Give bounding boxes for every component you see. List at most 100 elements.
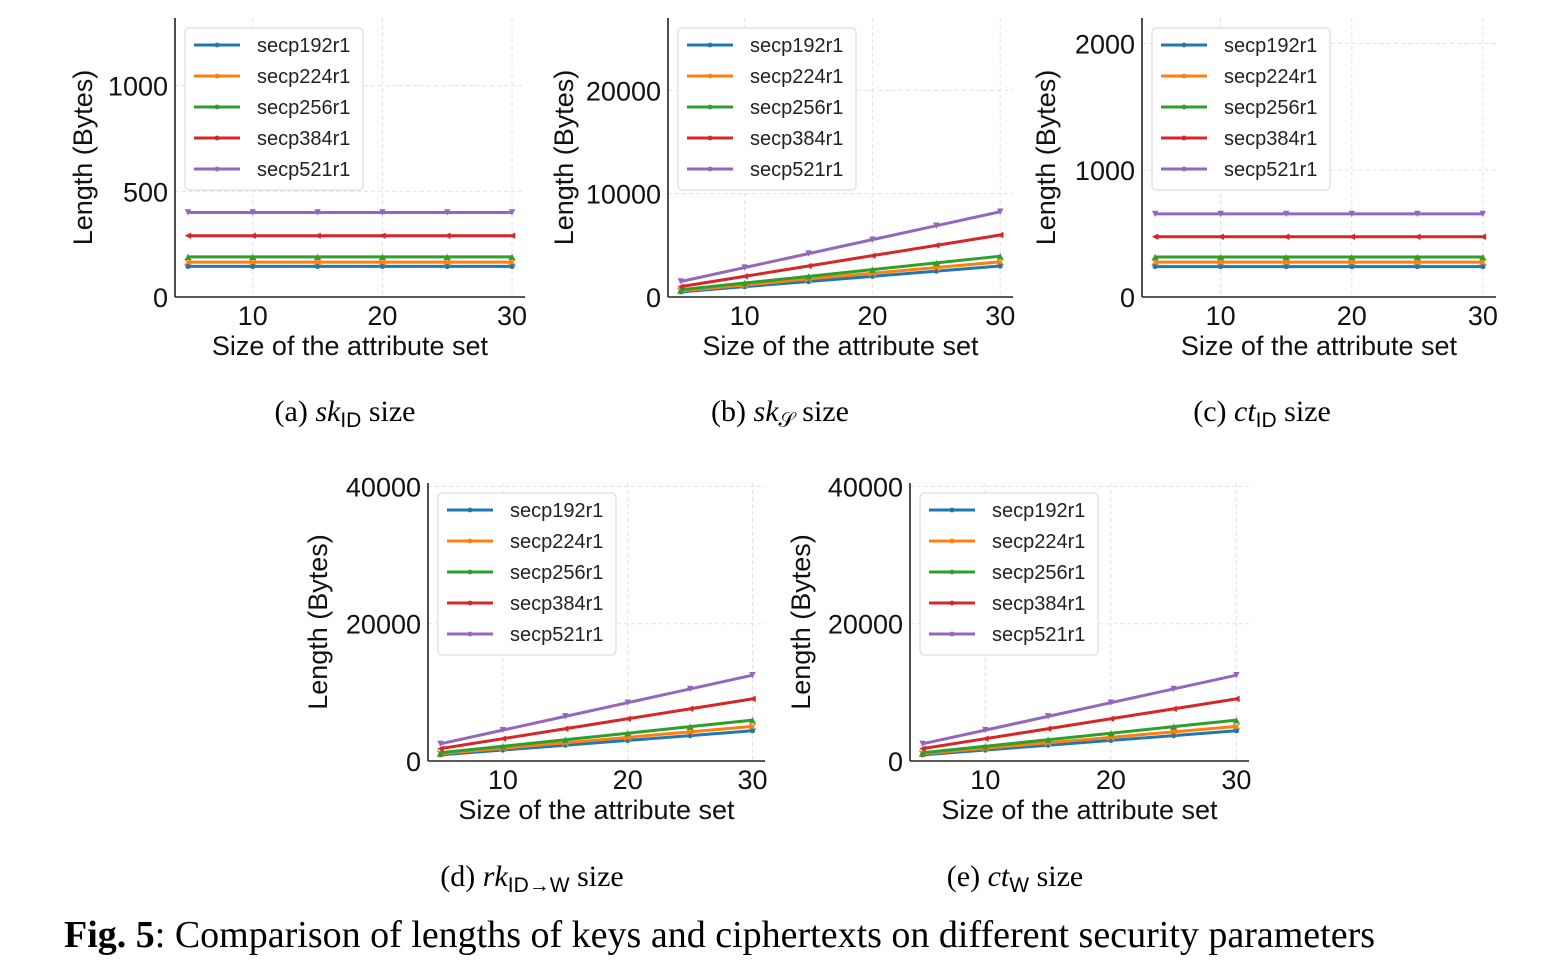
data-point <box>444 263 450 269</box>
legend-label: secp256r1 <box>1224 97 1317 119</box>
x-tick-label: 30 <box>1468 301 1498 331</box>
data-point <box>437 749 444 756</box>
x-tick-label: 30 <box>985 301 1015 331</box>
series-line-secp384r1 <box>922 697 1237 751</box>
x-tick-label: 10 <box>238 301 268 331</box>
caption-math: sk <box>754 395 780 428</box>
legend-box <box>677 27 857 191</box>
data-point <box>1107 730 1115 737</box>
series-line-secp224r1 <box>440 724 753 756</box>
x-axis-label: Size of the attribute set <box>702 331 979 361</box>
legend-label: secp521r1 <box>992 624 1085 646</box>
data-point <box>869 236 876 243</box>
data-point <box>749 671 756 679</box>
legend-label: secp384r1 <box>750 128 843 150</box>
data-point <box>508 253 516 261</box>
data-point <box>1217 210 1224 218</box>
y-tick-label: 0 <box>646 283 661 313</box>
caption-suffix: size <box>570 860 624 893</box>
x-tick-label: 20 <box>857 301 887 331</box>
data-point <box>748 722 757 731</box>
legend-marker <box>1181 135 1187 141</box>
data-point <box>624 715 631 722</box>
series-line-secp521r1 <box>922 673 1237 746</box>
caption-suffix: size <box>795 395 849 428</box>
legend-label: secp256r1 <box>750 97 843 119</box>
legend: secp192r1 secp224r1 secp256r1 secp384r1 secp… <box>184 27 364 191</box>
data-point <box>499 743 507 750</box>
caption-prefix: (c) <box>1193 395 1234 428</box>
data-point <box>1479 210 1487 218</box>
legend-marker <box>467 600 473 606</box>
data-point <box>1233 716 1240 724</box>
y-tick-label: 500 <box>123 177 168 207</box>
y-axis-label: Length (Bytes) <box>68 70 98 246</box>
legend-label: secp384r1 <box>510 593 603 615</box>
chart-panel-b: 10 20 30 0 10000 20000 Size of the attribute s… <box>549 18 1015 432</box>
y-tick-label: 40000 <box>346 472 421 502</box>
data-point <box>314 209 321 216</box>
data-point <box>379 263 386 269</box>
data-point <box>437 740 444 748</box>
data-point <box>314 232 321 239</box>
y-tick-label: 1000 <box>1075 156 1135 186</box>
series-line-secp224r1 <box>922 724 1237 756</box>
y-tick-label: 0 <box>1120 283 1135 313</box>
data-point <box>1479 253 1487 261</box>
data-point <box>749 728 756 734</box>
data-point <box>379 253 386 261</box>
legend-marker <box>467 507 473 513</box>
subfigure-caption: (a) skID size <box>275 395 416 432</box>
y-tick-label: 20000 <box>586 76 661 106</box>
data-point <box>379 209 386 216</box>
data-point <box>1480 263 1486 270</box>
data-point <box>437 745 444 752</box>
data-point <box>1151 233 1159 240</box>
legend-marker <box>949 507 955 513</box>
data-point <box>1283 233 1290 240</box>
caption-subscript: ID <box>1256 409 1277 432</box>
data-point <box>624 730 631 737</box>
y-tick-label: 2000 <box>1075 29 1135 59</box>
data-point <box>741 279 748 287</box>
subfigure-caption: (e) ctW size <box>947 860 1083 897</box>
y-tick-label: 20000 <box>346 610 421 640</box>
x-tick-label: 20 <box>1337 301 1367 331</box>
data-point <box>982 735 989 742</box>
data-point <box>997 208 1004 215</box>
x-tick-label: 20 <box>367 301 397 331</box>
data-point <box>1479 233 1487 240</box>
data-point <box>185 263 191 269</box>
legend-label: secp384r1 <box>257 128 350 150</box>
data-point <box>624 699 631 706</box>
data-point <box>562 736 569 743</box>
legend-marker <box>707 135 713 141</box>
series-line-secp256r1 <box>922 718 1237 755</box>
caption-subscript: ID→W <box>508 874 570 897</box>
legend-label: secp192r1 <box>510 500 603 522</box>
data-point <box>1044 713 1052 720</box>
caption-prefix: (e) <box>947 860 988 893</box>
data-point <box>1349 263 1355 270</box>
x-tick-label: 10 <box>730 301 760 331</box>
legend-label: secp224r1 <box>992 531 1085 553</box>
legend-marker <box>1181 73 1187 79</box>
legend: secp192r1 secp224r1 secp256r1 secp384r1 secp… <box>677 27 857 191</box>
data-point <box>1232 722 1241 731</box>
caption-math: ct <box>988 860 1010 893</box>
legend-marker <box>214 104 220 110</box>
data-point <box>562 713 569 720</box>
legend-marker <box>707 104 713 110</box>
data-point <box>444 209 451 216</box>
series-line-secp256r1 <box>680 254 1001 292</box>
data-point <box>249 232 256 239</box>
x-tick-label: 30 <box>497 301 527 331</box>
legend-marker <box>214 73 220 79</box>
figure-caption: Fig. 5: Comparison of lengths of keys an… <box>64 914 1375 956</box>
data-point <box>508 232 516 239</box>
legend-label: secp256r1 <box>992 562 1085 584</box>
x-tick-label: 10 <box>1206 301 1236 331</box>
data-point <box>741 264 748 271</box>
legend-label: secp521r1 <box>510 624 603 646</box>
